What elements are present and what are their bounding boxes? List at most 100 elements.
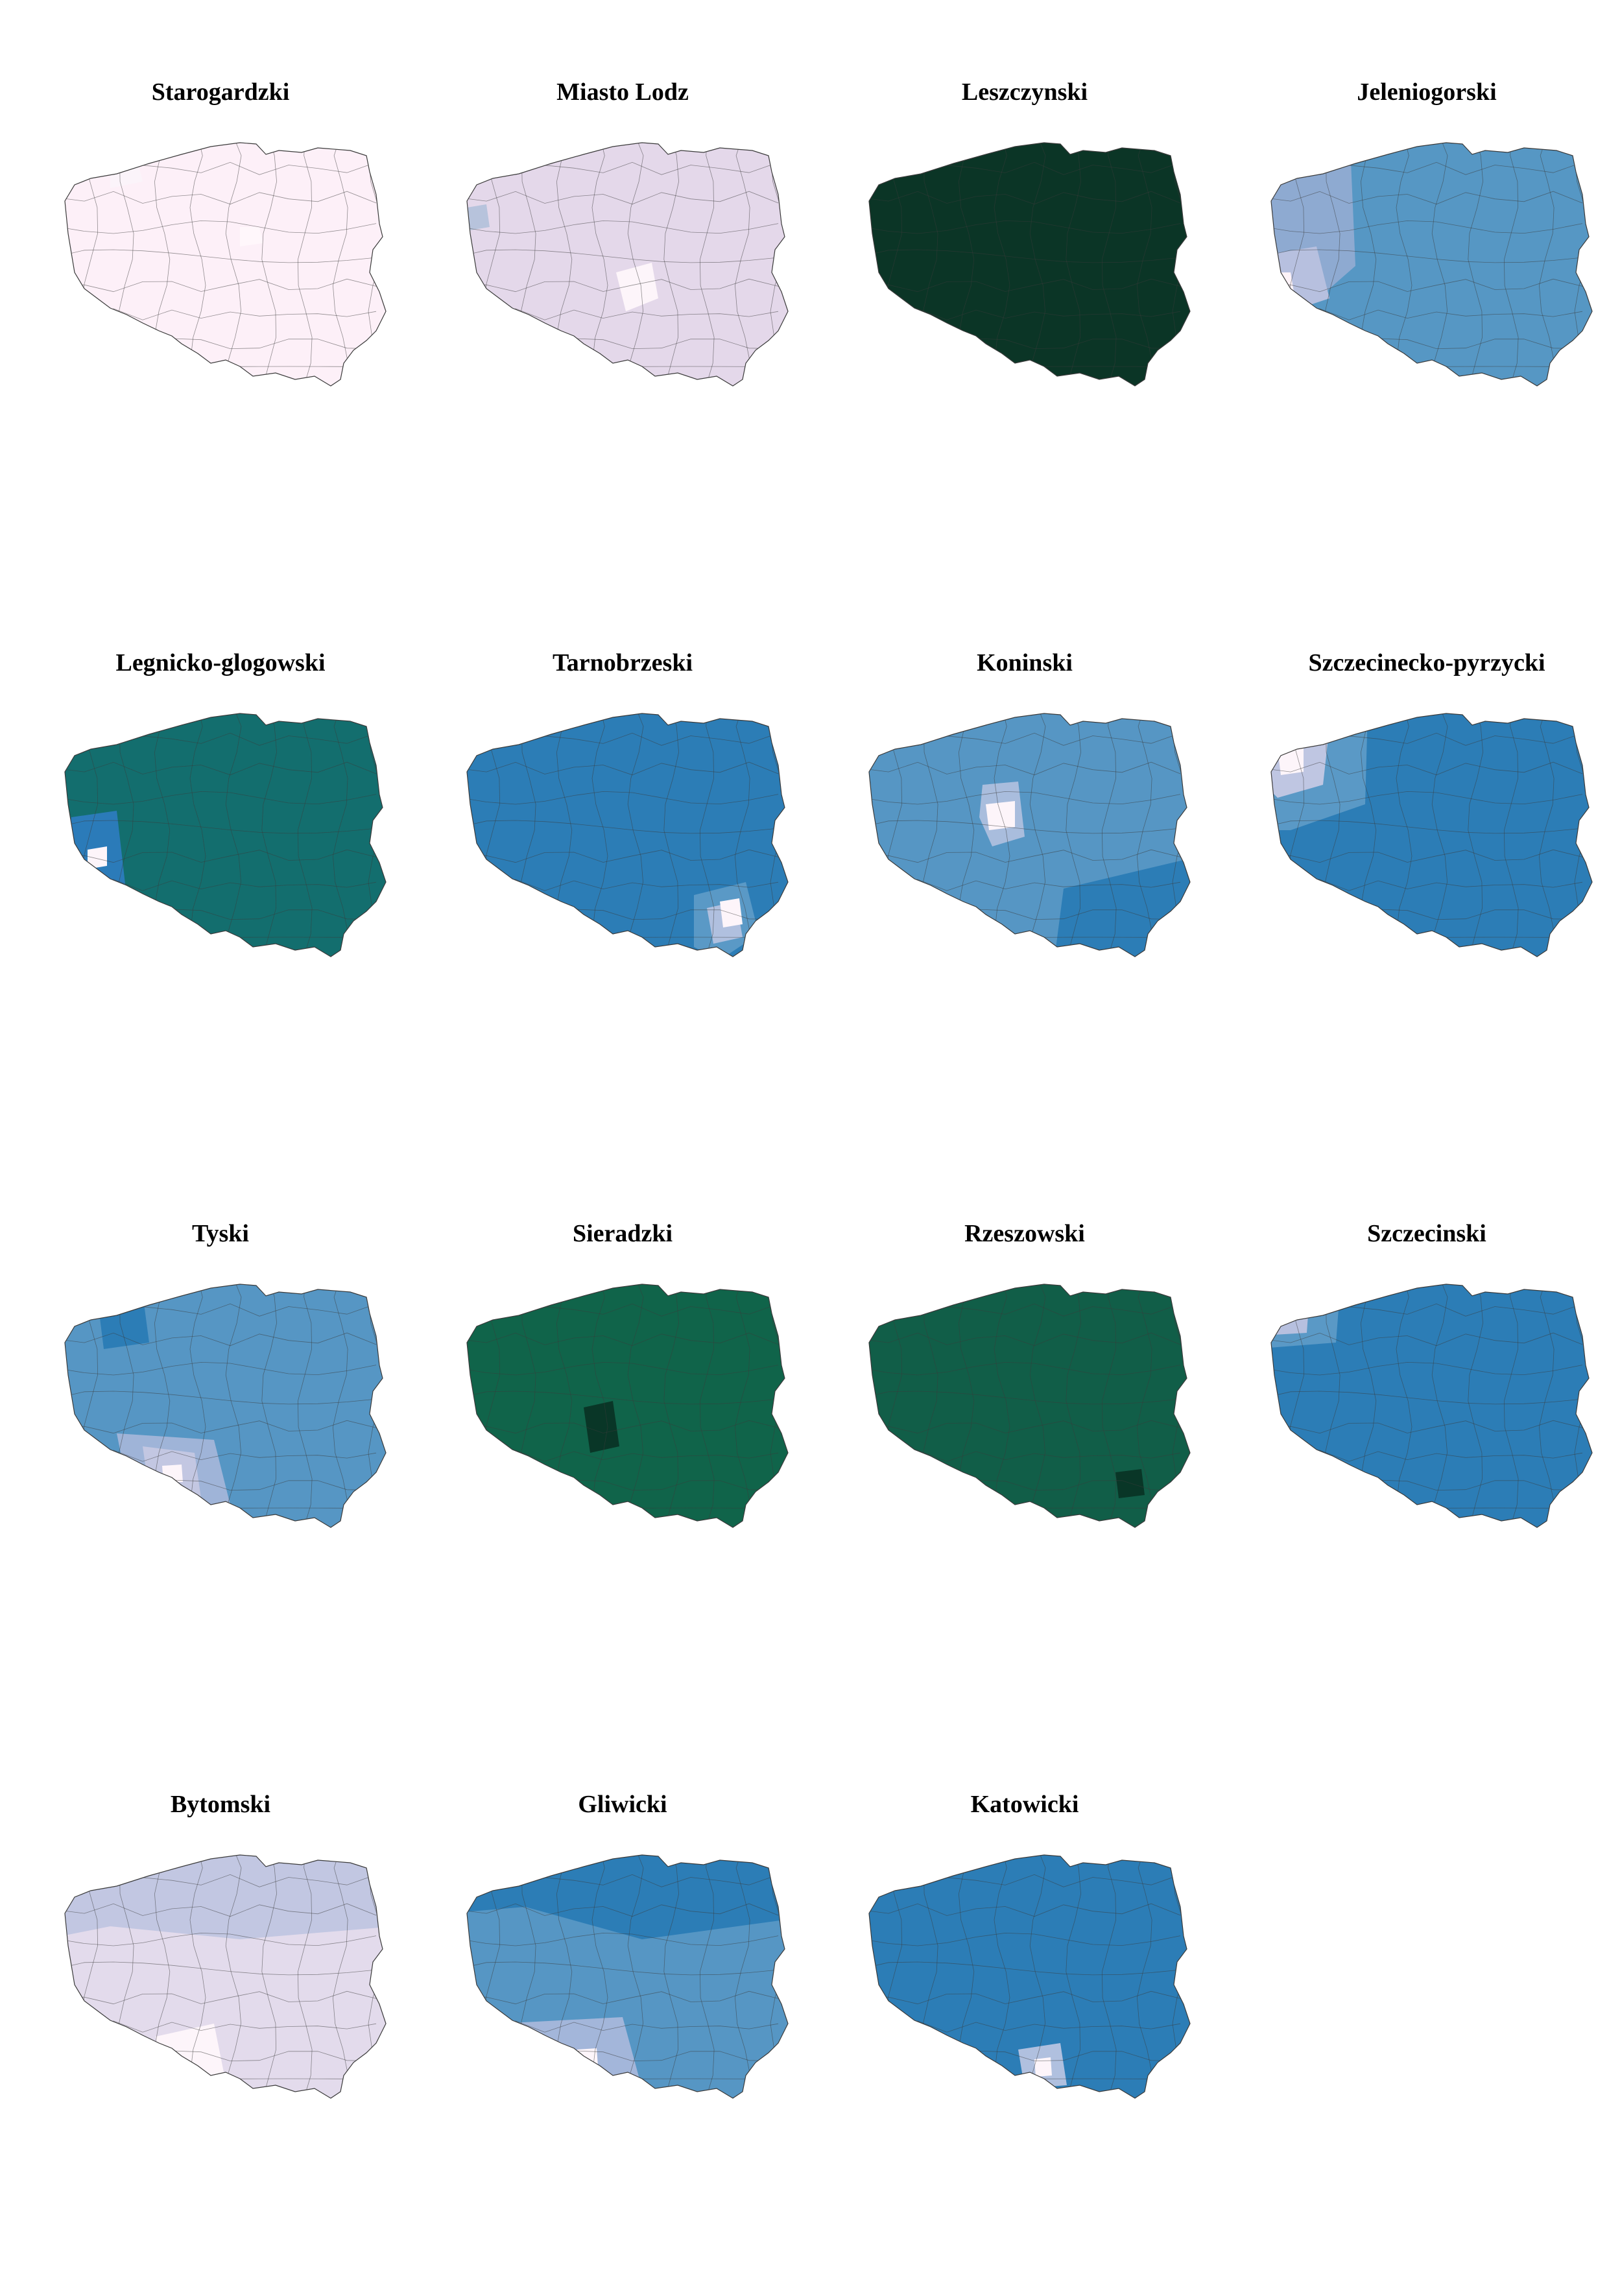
district-boundary (467, 761, 779, 776)
poland-choropleth-map (868, 713, 1191, 957)
district-boundary (1271, 278, 1583, 293)
country-outline (64, 713, 387, 957)
district-boundary (467, 191, 779, 205)
district-boundary (1271, 191, 1583, 205)
district-boundary (332, 1855, 349, 2098)
district-boundary (1271, 1391, 1583, 1405)
district-boundary (699, 1855, 715, 2098)
country-outline (466, 713, 789, 957)
district-boundary (1468, 143, 1484, 386)
district-boundary (332, 1284, 349, 1527)
district-boundary (869, 761, 1181, 776)
district-boundary (65, 1903, 377, 1917)
region-fill (97, 1294, 149, 1349)
panel-title: Sieradzki (572, 1220, 673, 1247)
district-boundary (869, 791, 1181, 805)
panel-title: Miasto Lodz (556, 78, 689, 106)
district-boundary (591, 713, 608, 957)
district-boundary (869, 249, 1181, 263)
district-boundary (189, 1855, 206, 2098)
district-boundary (994, 1284, 1010, 1527)
district-boundary (65, 191, 377, 205)
poland-choropleth-map (1270, 1284, 1593, 1528)
district-boundary (994, 143, 1010, 386)
region-fill (1034, 2057, 1052, 2077)
district-boundary (869, 1991, 1181, 2005)
district-boundary (869, 220, 1181, 234)
district-boundary (869, 1961, 1181, 1976)
district-boundary (1503, 713, 1519, 957)
poland-choropleth-map (1270, 713, 1593, 957)
district-boundary (869, 278, 1181, 293)
district-boundary (65, 1991, 377, 2005)
district-boundary (297, 1284, 313, 1527)
district-boundary (65, 1332, 377, 1346)
district-boundary (297, 143, 313, 386)
district-boundary (467, 1332, 779, 1346)
country-outline (868, 1854, 1191, 2099)
map-panel: Tarnobrzeski (422, 649, 824, 1154)
map-panel: Rzeszowski (824, 1219, 1226, 1725)
district-boundary (1271, 249, 1583, 263)
district-boundary (467, 1420, 779, 1434)
map-panel: Gliwicki (422, 1790, 824, 2296)
district-boundary (1271, 791, 1583, 805)
district-boundary (869, 1903, 1181, 1917)
district-boundary (1136, 1855, 1153, 2098)
district-boundary (467, 1903, 779, 1917)
district-boundary (1503, 143, 1519, 386)
poland-choropleth-map (868, 142, 1191, 387)
region-fill (1044, 856, 1190, 957)
country-outline (1270, 713, 1593, 957)
district-boundary (1538, 143, 1555, 386)
district-boundary (1468, 1284, 1484, 1527)
map-panel: Legnicko-glogowski (19, 649, 422, 1154)
panel-title: Gliwicki (578, 1791, 667, 1818)
district-boundary (869, 1420, 1181, 1434)
poland-choropleth-map (466, 1284, 789, 1528)
district-boundary (994, 1855, 1010, 2098)
map-panel: Koninski (824, 649, 1226, 1154)
poland-choropleth-map (1270, 142, 1593, 387)
district-boundary (734, 713, 751, 957)
district-boundary (1066, 1284, 1082, 1527)
district-boundary (1271, 820, 1583, 834)
region-fill (720, 898, 743, 927)
district-boundary (699, 713, 715, 957)
map-panel: Miasto Lodz (422, 78, 824, 584)
country-outline (64, 1284, 387, 1528)
poland-choropleth-map (64, 1284, 387, 1528)
district-boundary (1101, 713, 1117, 957)
region-fill (88, 846, 107, 869)
district-boundary (1066, 143, 1082, 386)
region-fill (499, 2017, 642, 2088)
district-boundary (869, 1361, 1181, 1376)
country-outline (64, 142, 387, 387)
region-fill (1271, 1296, 1284, 1324)
panel-title: Koninski (977, 649, 1073, 676)
country-outline (466, 1284, 789, 1528)
district-boundary (1396, 713, 1412, 957)
country-outline (868, 142, 1191, 387)
poland-choropleth-map (868, 1854, 1191, 2099)
panel-title: Szczecinecko-pyrzycki (1308, 649, 1545, 676)
panel-title: Starogardzki (151, 78, 290, 106)
country-outline (1270, 142, 1593, 387)
district-boundary (1396, 143, 1412, 386)
country-outline (868, 1284, 1191, 1528)
district-boundary (1271, 1361, 1583, 1376)
district-boundary (65, 820, 377, 834)
region-fill (240, 227, 263, 246)
district-boundary (1271, 1420, 1583, 1434)
region-fill (467, 204, 490, 230)
panel-title: Tarnobrzeski (552, 649, 693, 676)
panel-title: Tyski (191, 1220, 249, 1247)
district-boundary (1396, 1284, 1412, 1527)
country-fill (65, 713, 386, 957)
country-fill (1271, 1284, 1592, 1527)
district-boundary (1101, 1855, 1117, 2098)
district-boundary (1538, 713, 1555, 957)
district-boundary (65, 1361, 377, 1376)
district-boundary (261, 713, 278, 957)
district-boundary (1101, 1284, 1117, 1527)
